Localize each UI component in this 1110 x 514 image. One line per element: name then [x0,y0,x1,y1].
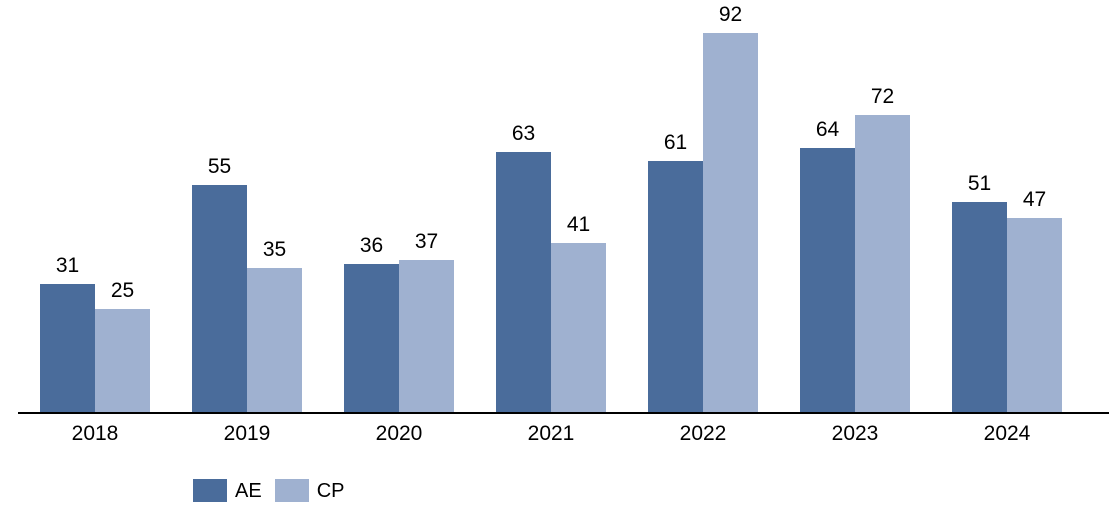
bar-value-label: 47 [1022,188,1047,211]
bar-ae-2021 [496,152,551,412]
x-axis-label-2019: 2019 [223,422,271,445]
x-axis-labels: 2018 2019 2020 2021 2022 2023 2024 [18,421,1109,446]
bar-cell-cp-2018: 25 [95,280,150,412]
bar-cell-ae-2024: 51 [952,173,1007,412]
bar-cell-cp-2023: 72 [855,86,910,412]
bar-cp-2022 [703,33,758,412]
bar-value-label: 37 [414,230,439,253]
bar-value-label: 31 [55,254,80,277]
x-axis-label-2022: 2022 [679,422,727,445]
bar-cp-2019 [247,268,302,412]
bar-value-label: 35 [262,238,287,261]
x-axis-label-2020: 2020 [375,422,423,445]
bar-group-2018: 31 25 [40,255,150,412]
bar-group-2024: 51 47 [952,173,1062,412]
bar-value-label: 72 [870,85,895,108]
legend-swatch-cp [274,479,309,502]
bar-ae-2019 [192,185,247,412]
legend-item-ae: AE [193,479,262,502]
bar-value-label: 63 [511,122,536,145]
legend-item-cp: CP [274,479,345,502]
bar-value-label: 55 [207,155,232,178]
bar-ae-2024 [952,202,1007,412]
bar-value-label: 51 [967,172,992,195]
bar-cell-cp-2024: 47 [1007,189,1062,412]
bar-cell-ae-2021: 63 [496,123,551,412]
bar-value-label: 41 [566,213,591,236]
bar-cp-2018 [95,309,150,412]
bar-ae-2022 [648,161,703,412]
bar-cp-2020 [399,260,454,412]
bar-cell-ae-2020: 36 [344,235,399,412]
bar-cell-ae-2019: 55 [192,156,247,412]
plot-area: 31 25 55 35 36 37 63 41 61 92 64 72 51 47 [18,0,1109,414]
bar-cell-ae-2018: 31 [40,255,95,412]
bar-cell-cp-2021: 41 [551,214,606,412]
bar-group-2020: 36 37 [344,231,454,412]
bar-cell-cp-2022: 92 [703,4,758,412]
bar-cell-cp-2020: 37 [399,231,454,412]
bar-value-label: 25 [110,279,135,302]
legend: AE CP [193,479,344,502]
x-axis-label-2024: 2024 [983,422,1031,445]
bar-group-2023: 64 72 [800,86,910,412]
x-axis-label-2023: 2023 [831,422,879,445]
bar-cell-cp-2019: 35 [247,239,302,412]
bar-group-2019: 55 35 [192,156,302,412]
bar-cp-2021 [551,243,606,412]
bar-ae-2020 [344,264,399,412]
x-axis-label-2018: 2018 [71,422,119,445]
bar-value-label: 61 [663,131,688,154]
bar-group-2021: 63 41 [496,123,606,412]
bar-cell-ae-2022: 61 [648,132,703,412]
bar-cp-2023 [855,115,910,412]
legend-label-ae: AE [235,479,262,502]
legend-swatch-ae [193,479,227,502]
x-axis-label-2021: 2021 [527,422,575,445]
bar-group-2022: 61 92 [648,4,758,412]
bar-ae-2023 [800,148,855,412]
bar-ae-2018 [40,284,95,412]
legend-label-cp: CP [316,479,345,502]
bar-cp-2024 [1007,218,1062,412]
bar-value-label: 92 [718,3,743,26]
bar-value-label: 36 [359,234,384,257]
bar-value-label: 64 [815,118,840,141]
bar-cell-ae-2023: 64 [800,119,855,412]
